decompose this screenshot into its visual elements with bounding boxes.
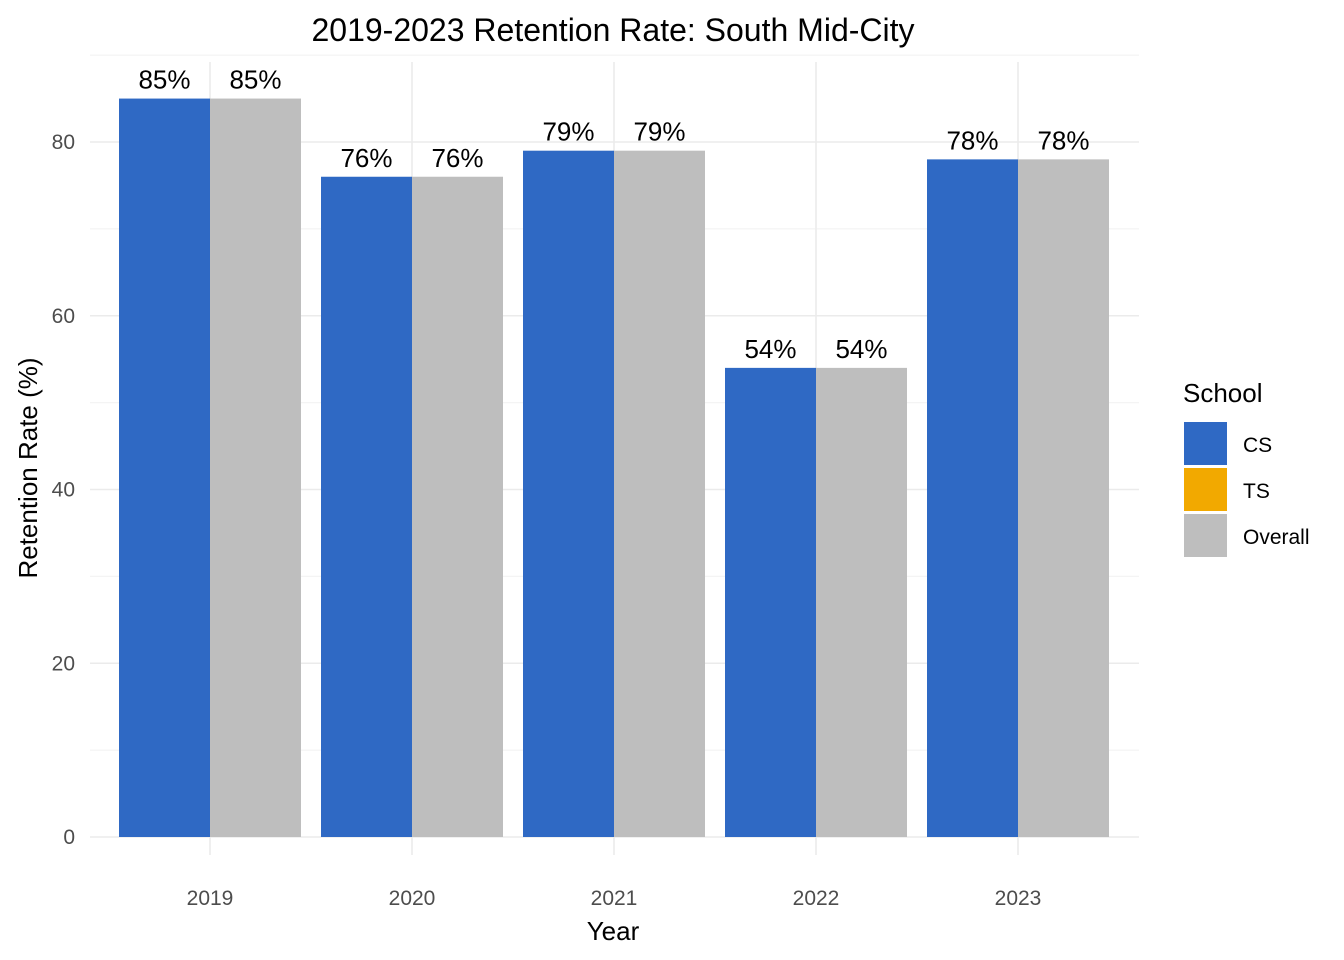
bar-cs-2019 — [119, 98, 210, 837]
data-label-cs-2022: 54% — [744, 334, 796, 364]
x-tick-label: 2019 — [187, 887, 234, 910]
data-label-cs-2021: 79% — [542, 117, 594, 147]
data-label-overall-2019: 85% — [229, 65, 281, 95]
y-axis-title: Retention Rate (%) — [13, 357, 43, 578]
data-label-cs-2023: 78% — [946, 125, 998, 155]
legend-key-overall — [1184, 514, 1227, 557]
bar-overall-2021 — [614, 150, 705, 837]
bar-overall-2020 — [412, 176, 503, 837]
legend-label-cs: CS — [1243, 434, 1272, 457]
y-tick-label: 40 — [52, 479, 75, 502]
data-label-overall-2020: 76% — [431, 143, 483, 173]
legend-key-cs — [1184, 422, 1227, 465]
x-tick-label: 2020 — [389, 887, 436, 910]
y-tick-label: 60 — [52, 305, 75, 328]
data-label-cs-2020: 76% — [340, 143, 392, 173]
data-label-overall-2022: 54% — [835, 334, 887, 364]
x-axis-title: Year — [587, 916, 640, 946]
bars — [119, 98, 1109, 837]
bar-cs-2022 — [725, 367, 816, 837]
bar-overall-2023 — [1018, 159, 1109, 837]
x-tick-label: 2021 — [591, 887, 638, 910]
data-label-overall-2023: 78% — [1037, 125, 1089, 155]
bar-cs-2021 — [523, 150, 614, 837]
legend: School CS TS Overall — [1183, 378, 1310, 557]
legend-title: School — [1183, 378, 1263, 408]
bar-cs-2020 — [321, 176, 412, 837]
x-tick-label: 2023 — [995, 887, 1042, 910]
y-tick-label: 0 — [63, 826, 75, 849]
legend-key-ts — [1184, 468, 1227, 511]
y-tick-label: 80 — [52, 131, 75, 154]
y-tick-label: 20 — [52, 652, 75, 675]
bar-overall-2019 — [210, 98, 301, 837]
legend-label-overall: Overall — [1243, 526, 1310, 549]
chart-title: 2019-2023 Retention Rate: South Mid-City — [311, 12, 914, 48]
data-labels: 85% 85% 76% 76% 79% 79% 54% 54% 78% 78% — [138, 65, 1089, 364]
bar-overall-2022 — [816, 367, 907, 837]
x-tick-label: 2022 — [793, 887, 840, 910]
data-label-cs-2019: 85% — [138, 65, 190, 95]
legend-label-ts: TS — [1243, 480, 1270, 503]
bar-cs-2023 — [927, 159, 1018, 837]
x-axis-ticks: 2019 2020 2021 2022 2023 — [187, 887, 1042, 910]
data-label-overall-2021: 79% — [633, 117, 685, 147]
y-axis-ticks: 0 20 40 60 80 — [52, 131, 75, 849]
